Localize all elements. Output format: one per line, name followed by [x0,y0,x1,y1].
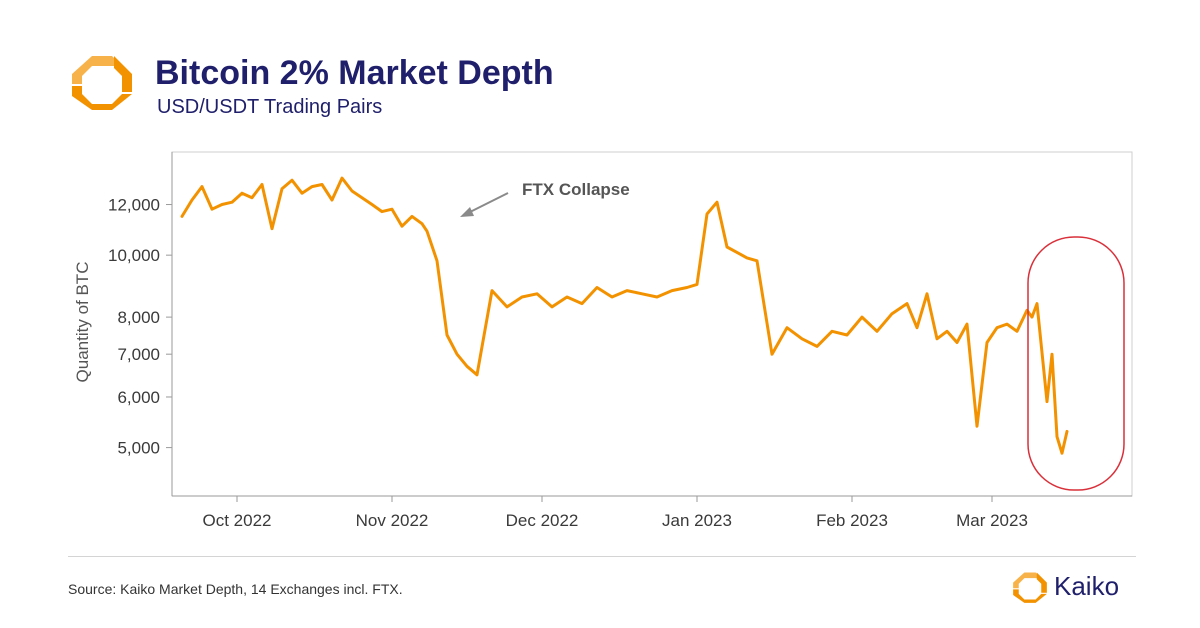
highlight-oval [1027,236,1125,491]
x-tick-label: Dec 2022 [506,511,579,530]
x-tick-label: Feb 2023 [816,511,888,530]
y-tick-label: 7,000 [117,345,160,364]
page-title: Bitcoin 2% Market Depth [155,54,554,92]
annotation-arrow [467,192,509,214]
series-line [180,176,1069,455]
ftx-annotation: FTX Collapse [460,180,630,217]
page-subtitle: USD/USDT Trading Pairs [157,96,383,118]
x-axis-ticks: Oct 2022 Nov 2022 Dec 2022 Jan 2023 Feb 2023… [203,496,1028,530]
market-depth-chart: 5,000 6,000 7,000 8,000 10,000 12,000 Oct 202… [73,151,1133,530]
y-tick-label: 5,000 [117,439,160,458]
source-note: Source: Kaiko Market Depth, 14 Exchanges… [68,581,403,597]
y-tick-label: 6,000 [117,388,160,407]
y-tick-label: 12,000 [108,196,160,215]
y-axis-title: Quantity of BTC [73,262,92,383]
x-tick-label: Jan 2023 [662,511,732,530]
y-axis-ticks: 5,000 6,000 7,000 8,000 10,000 12,000 [108,196,172,458]
brand-name: Kaiko [1054,570,1120,601]
y-tick-label: 10,000 [108,246,160,265]
kaiko-brand-icon [1013,572,1047,603]
annotation-label: FTX Collapse [522,180,630,199]
x-tick-label: Oct 2022 [203,511,272,530]
x-tick-label: Nov 2022 [356,511,429,530]
annotation-arrowhead [460,207,474,217]
footer-divider [68,556,1136,557]
kaiko-logo-icon [70,48,134,112]
plot-frame [171,151,1133,497]
x-tick-label: Mar 2023 [956,511,1028,530]
y-tick-label: 8,000 [117,308,160,327]
kaiko-brand: Kaiko [1012,566,1119,606]
